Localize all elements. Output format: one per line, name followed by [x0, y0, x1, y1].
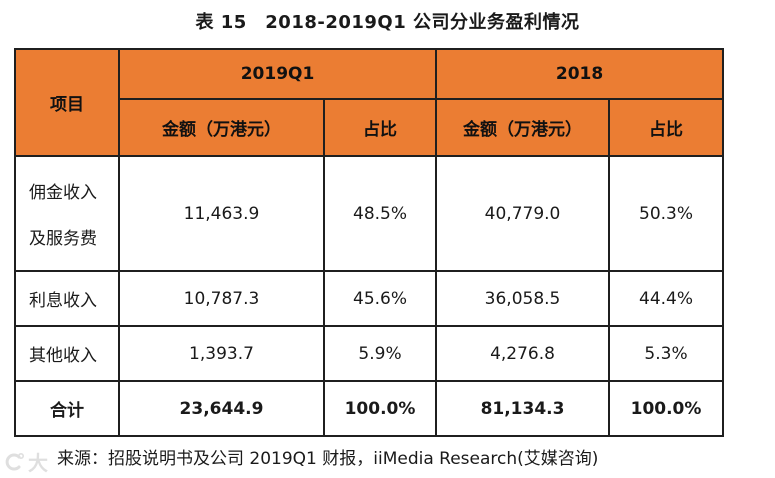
cell-share-2019q1: 48.5%	[322, 155, 438, 272]
cell-amount-2018: 81,134.3	[435, 380, 611, 437]
table-row-other: 其他收入 1,393.7 5.9% 4,276.8 5.3%	[14, 325, 725, 382]
col-header-item: 项目	[14, 48, 120, 157]
col-header-share-2019q1: 占比	[322, 98, 438, 157]
cell-share-2018: 5.3%	[608, 325, 725, 382]
header-row-subcolumns: 金额（万港元） 占比 金额（万港元） 占比	[15, 98, 725, 157]
cell-amount-2018: 4,276.8	[435, 325, 611, 382]
row-label-line1: 佣金收入	[29, 183, 97, 204]
cell-share-2018: 100.0%	[608, 380, 725, 437]
col-header-amount-2019q1: 金额（万港元）	[118, 98, 325, 157]
col-group-2018: 2018	[435, 48, 725, 100]
watermark-logo-icon	[5, 452, 25, 470]
row-label-total: 合计	[14, 380, 120, 437]
cell-amount-2019q1: 10,787.3	[118, 270, 325, 327]
table-row-commission: 佣金收入 及服务费 11,463.9 48.5% 40,779.0 50.3%	[14, 155, 725, 272]
cell-amount-2019q1: 11,463.9	[118, 155, 325, 272]
profit-table: 项目 2019Q1 2018 金额（万港元） 占比 金额（万港元） 占比 佣金收…	[14, 48, 725, 437]
row-label-other: 其他收入	[14, 325, 120, 382]
header-row-groups: 项目 2019Q1 2018	[14, 48, 725, 157]
cell-share-2018: 50.3%	[608, 155, 725, 272]
col-header-share-2018: 占比	[608, 98, 725, 157]
cell-share-2019q1: 45.6%	[322, 270, 438, 327]
cell-share-2019q1: 100.0%	[322, 380, 438, 437]
col-header-amount-2018: 金额（万港元）	[435, 98, 611, 157]
row-label-interest: 利息收入	[14, 270, 120, 327]
row-label-line2: 及服务费	[29, 228, 97, 249]
cell-amount-2018: 40,779.0	[435, 155, 611, 272]
cell-amount-2019q1: 23,644.9	[118, 380, 325, 437]
cell-amount-2018: 36,058.5	[435, 270, 611, 327]
cell-amount-2019q1: 1,393.7	[118, 325, 325, 382]
table-title: 表 15 2018-2019Q1 公司分业务盈利情况	[195, 12, 580, 33]
row-label-commission: 佣金收入 及服务费	[14, 155, 120, 272]
source-note: 来源：招股说明书及公司 2019Q1 财报，iiMedia Research(艾…	[57, 449, 599, 469]
cell-share-2019q1: 5.9%	[322, 325, 438, 382]
watermark-text: 大	[28, 451, 48, 475]
col-group-2019q1: 2019Q1	[117, 48, 438, 100]
watermark: 大	[3, 447, 48, 476]
table-row-total: 合计 23,644.9 100.0% 81,134.3 100.0%	[14, 380, 725, 437]
cell-share-2018: 44.4%	[608, 270, 725, 327]
table-row-interest: 利息收入 10,787.3 45.6% 36,058.5 44.4%	[14, 270, 725, 327]
